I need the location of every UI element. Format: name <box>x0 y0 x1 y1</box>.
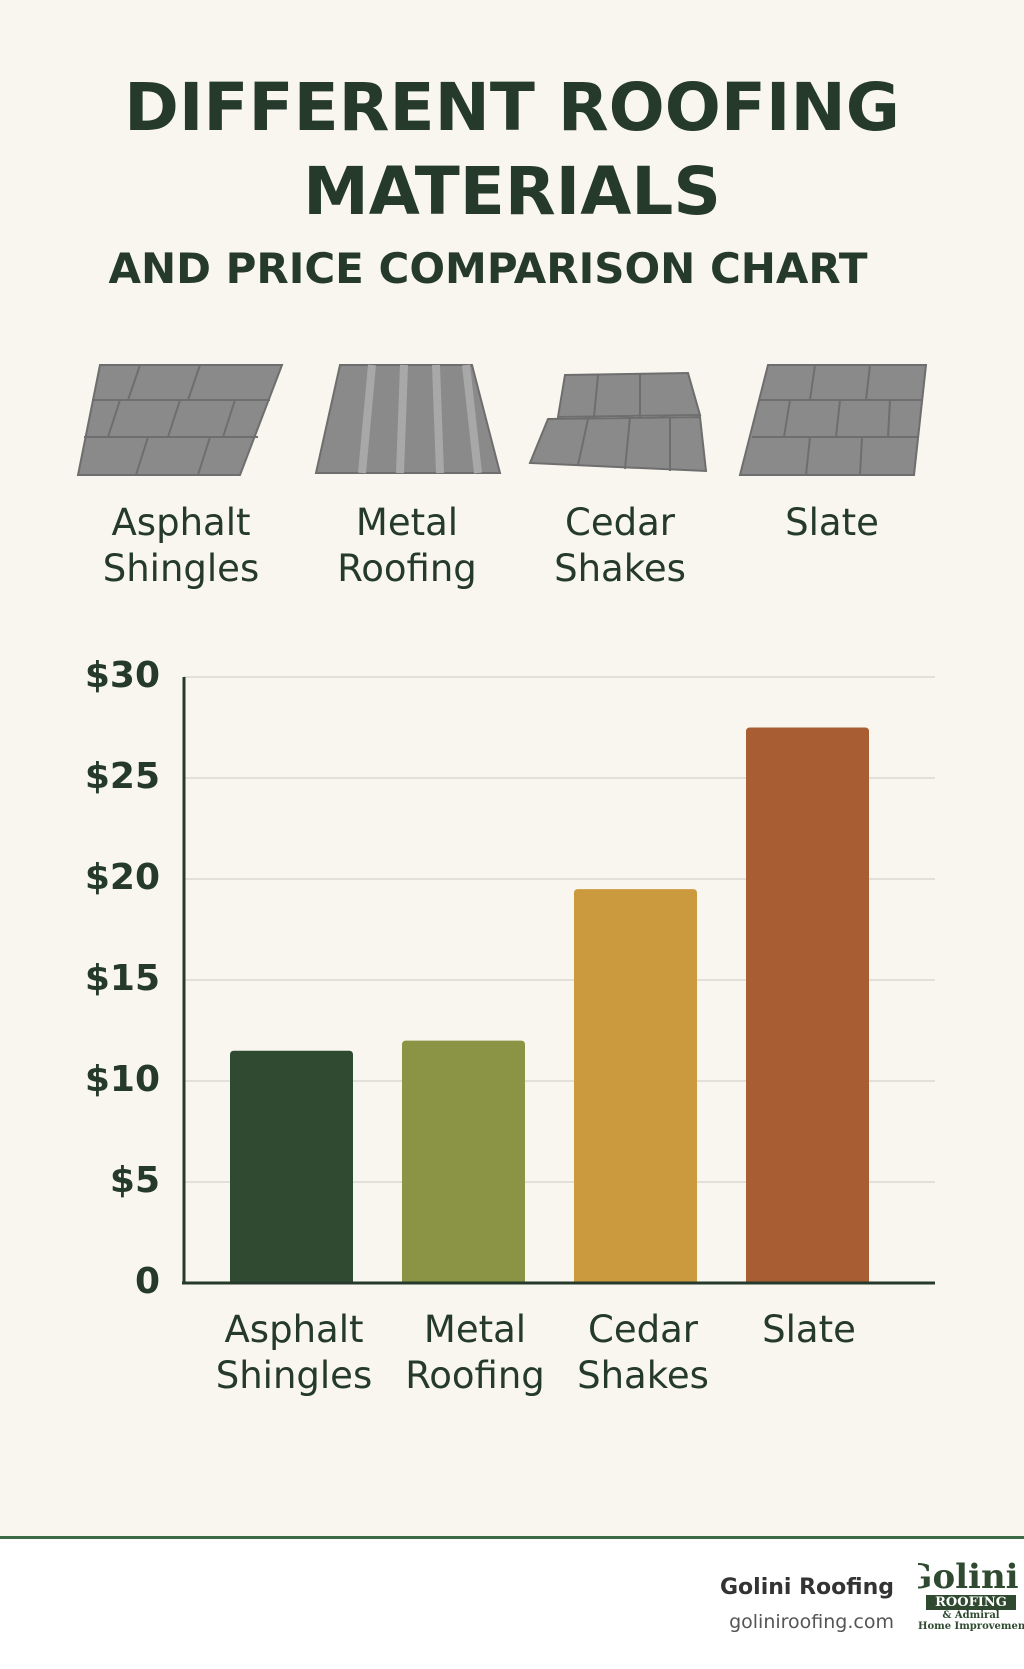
metal-icon <box>314 364 502 474</box>
y-tick-label: $25 <box>85 756 160 797</box>
y-tick-label: $15 <box>85 958 160 999</box>
y-tick-label: $10 <box>85 1059 160 1100</box>
x-tick-label: Cedar Shakes <box>577 1308 709 1397</box>
material-label: Slate <box>785 501 879 544</box>
title: DIFFERENT ROOFING MATERIALS <box>124 69 900 230</box>
logo-name: Golini <box>918 1559 1019 1597</box>
footer: Golini Roofing goliniroofing.com Golini … <box>0 1536 1024 1669</box>
asphalt-icon <box>76 364 284 476</box>
x-tick-label: Slate <box>762 1308 856 1351</box>
cedar-icon <box>528 371 708 473</box>
material-label: Asphalt Shingles <box>102 501 260 590</box>
y-tick-label: $20 <box>85 857 160 898</box>
x-tick-label: Metal Roofing <box>405 1308 545 1397</box>
logo-line: ROOFING <box>926 1595 1016 1610</box>
material-label: Cedar Shakes <box>554 501 686 590</box>
company-name: Golini Roofing <box>719 1575 894 1600</box>
slate-icon <box>738 364 928 476</box>
bar <box>402 1040 525 1283</box>
bar <box>746 727 869 1283</box>
material-icons <box>76 364 928 476</box>
y-tick-label: $30 <box>85 655 160 696</box>
y-tick-label: 0 <box>135 1261 160 1302</box>
logo-line: & Admiral <box>942 1610 1000 1621</box>
logo-line: Home Improvement <box>918 1621 1024 1632</box>
logo: Golini ROOFING & Admiral Home Improvemen… <box>918 1559 1024 1659</box>
chart: 0 $5 $10 $15 $20 $25 $30 <box>85 655 935 1302</box>
x-tick-label: Asphalt Shingles <box>215 1308 373 1397</box>
website: goliniroofing.com <box>729 1611 894 1633</box>
subtitle: AND PRICE COMPARISON CHART <box>108 244 868 293</box>
bar <box>574 889 697 1283</box>
y-tick-label: $5 <box>110 1160 160 1201</box>
bar <box>230 1050 353 1283</box>
material-label: Metal Roofing <box>337 501 477 590</box>
